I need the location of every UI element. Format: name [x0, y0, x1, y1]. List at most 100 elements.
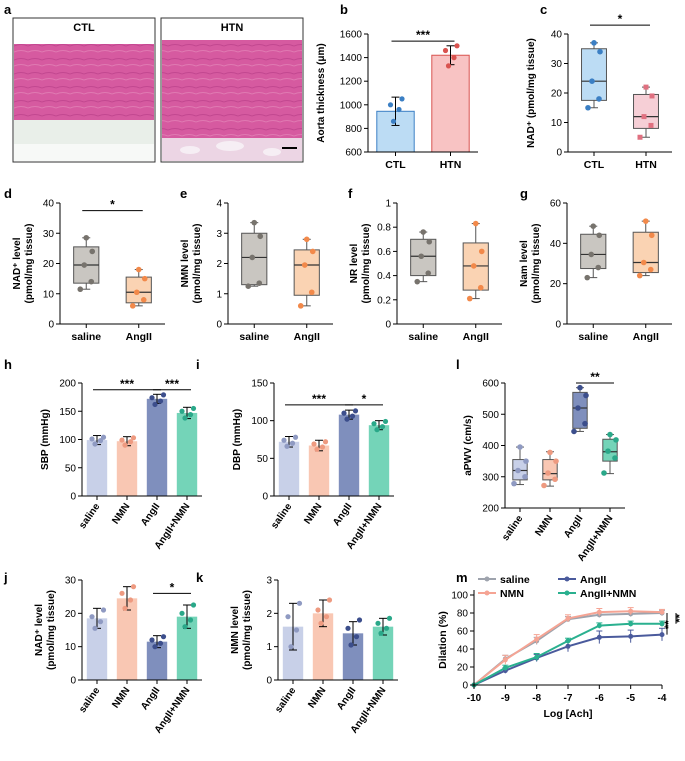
chart-b: 600 800 1000 1200 1400 1600 CTL HTN Aorta thickn… [316, 2, 478, 171]
data-point [442, 47, 449, 54]
y-tick-label: 20 [550, 279, 562, 290]
y-axis-label: NMN level [180, 239, 191, 287]
data-point [127, 439, 134, 445]
x-tick-label: AngII [633, 331, 659, 343]
data-point [640, 259, 647, 266]
data-point [426, 238, 433, 245]
data-point [353, 634, 360, 640]
x-tick-label: NMN [533, 513, 555, 538]
panel-label: g [520, 186, 528, 201]
y-axis-label: (pmol/mg tissue) [192, 223, 203, 303]
x-tick-label: AngII [139, 685, 162, 712]
data-point [595, 264, 602, 271]
x-tick-label: saline [71, 331, 101, 343]
data-point [378, 630, 384, 636]
y-tick-label: 600 [482, 379, 499, 390]
y-tick-label: 0 [266, 676, 272, 687]
bar [431, 54, 470, 153]
data-point [585, 104, 591, 111]
data-point [129, 303, 136, 309]
data-point [349, 413, 356, 419]
histology-htn-label: HTN [221, 22, 244, 34]
data-point [256, 280, 263, 286]
y-tick-label: 2 [266, 609, 272, 620]
x-tick-label: -6 [595, 693, 604, 704]
chart-e: 0 1 2 3 4 saline AngII NMN level (pmol/mg tissue… [180, 186, 333, 343]
panel-label: j [3, 570, 8, 585]
significance-label: *** [416, 28, 430, 42]
y-tick-label: 0 [555, 320, 561, 331]
x-tick-label: saline [273, 685, 299, 715]
x-tick-label: -10 [467, 693, 482, 704]
x-tick-label: HTN [635, 159, 657, 171]
y-tick-label: 30 [43, 229, 55, 240]
x-tick-label: -7 [564, 693, 573, 704]
series-point [596, 634, 602, 640]
y-tick-label: 80 [457, 609, 469, 620]
data-point [596, 96, 602, 102]
significance-label: *** [312, 392, 326, 406]
chart-m: 0 20 40 60 80 100 -10 -9 -8 -7 -6 -5 -4 Log [Ach] Dila… [437, 570, 685, 720]
data-point [383, 625, 390, 631]
x-axis-label: Log [Ach] [544, 708, 593, 720]
series-point [565, 638, 571, 644]
y-tick-label: 0 [70, 676, 76, 687]
significance-label: * [618, 12, 623, 26]
data-point [352, 408, 359, 414]
data-point [605, 448, 611, 454]
box [581, 48, 607, 101]
series-point [628, 633, 634, 639]
data-point [642, 218, 649, 224]
y-tick-label: 3 [216, 229, 222, 240]
y-tick-label: 2 [216, 259, 222, 270]
y-tick-label: 40 [550, 239, 562, 250]
x-tick-label: -8 [532, 693, 541, 704]
histology-panel: a CTL HTN [4, 2, 304, 163]
y-tick-label: 100 [59, 435, 76, 446]
data-point [591, 40, 597, 46]
bar [342, 633, 364, 680]
y-axis-label: SBP (mmHg) [40, 409, 51, 470]
legend-label: AngII+NMN [580, 588, 636, 600]
y-tick-label: 50 [65, 463, 77, 474]
histology-htn-image: HTN [160, 17, 304, 163]
data-point [478, 248, 485, 255]
data-point [100, 434, 107, 440]
y-tick-label: 0.8 [377, 223, 391, 234]
y-tick-label: 1600 [340, 30, 363, 41]
y-tick-label: 3 [266, 576, 272, 587]
data-point [187, 617, 194, 623]
y-tick-label: 0 [262, 492, 268, 503]
data-point [418, 253, 425, 260]
data-point [511, 480, 517, 487]
x-tick-label: saline [500, 513, 526, 543]
y-tick-label: 500 [482, 410, 499, 421]
data-point [641, 114, 647, 120]
x-tick-label: saline [239, 331, 269, 343]
data-point [179, 408, 185, 414]
data-point [414, 278, 421, 285]
box [293, 249, 320, 296]
data-point [133, 289, 140, 296]
data-point [399, 96, 405, 102]
data-point [292, 434, 299, 440]
y-axis-label: NAD⁺ level [34, 604, 45, 656]
data-point [607, 431, 613, 438]
data-point [545, 470, 551, 476]
y-tick-label: 1000 [340, 100, 363, 111]
bar [86, 618, 108, 680]
data-point [89, 248, 96, 255]
data-point [636, 272, 643, 279]
legend-label: AngII [580, 574, 606, 586]
y-tick-label: 60 [457, 627, 469, 638]
chart-c: 0 10 20 30 40 CTL HTN NAD⁺ (pmol/mg tissue) c * [526, 2, 672, 171]
data-point [371, 421, 377, 427]
data-point [323, 614, 330, 620]
y-axis-label: (pmol/mg tissue) [361, 223, 372, 303]
y-tick-label: 40 [551, 30, 563, 41]
panel-label: b [340, 2, 348, 17]
